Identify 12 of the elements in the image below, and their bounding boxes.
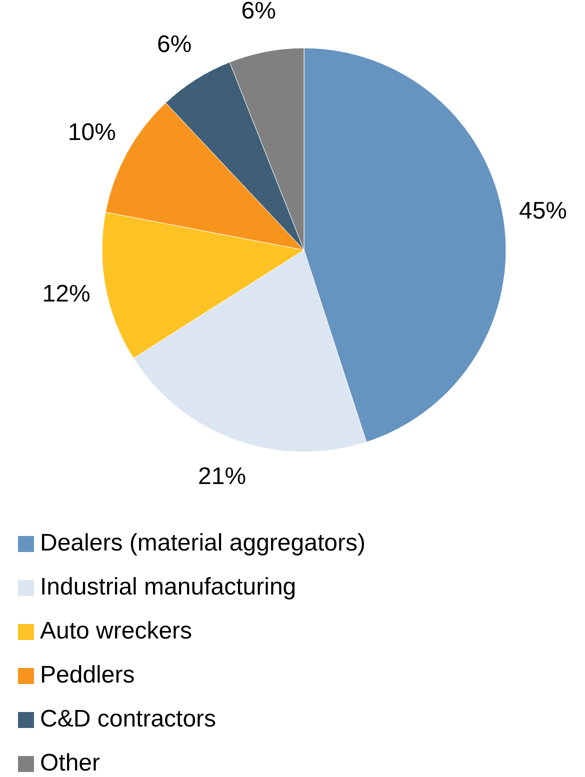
data-label: 21% [198,463,246,490]
data-label: 45% [518,197,568,224]
data-label: 10% [68,118,116,146]
legend-label: Peddlers [40,661,135,688]
legend-label: Other [40,749,100,776]
legend-label: Auto wreckers [40,617,192,644]
data-label: 6% [241,0,276,25]
legend-label: Industrial manufacturing [40,573,296,600]
legend-label: Dealers (material aggregators) [40,529,366,556]
data-label: 12% [42,280,90,308]
legend-label: C&D contractors [40,705,216,732]
data-label: 6% [156,31,192,58]
